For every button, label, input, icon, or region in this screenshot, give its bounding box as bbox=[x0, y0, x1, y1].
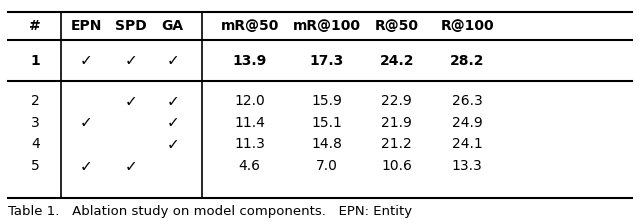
Text: ✓: ✓ bbox=[166, 137, 179, 152]
Text: R@50: R@50 bbox=[375, 19, 419, 33]
Text: 22.9: 22.9 bbox=[381, 94, 412, 108]
Text: ✓: ✓ bbox=[166, 115, 179, 130]
Text: EPN: EPN bbox=[70, 19, 102, 33]
Text: 21.2: 21.2 bbox=[381, 138, 412, 151]
Text: 10.6: 10.6 bbox=[381, 159, 412, 173]
Text: 15.1: 15.1 bbox=[311, 116, 342, 130]
Text: SPD: SPD bbox=[115, 19, 147, 33]
Text: 24.1: 24.1 bbox=[452, 138, 483, 151]
Text: ✓: ✓ bbox=[125, 94, 138, 109]
Text: mR@50: mR@50 bbox=[220, 19, 279, 33]
Text: 21.9: 21.9 bbox=[381, 116, 412, 130]
Text: 15.9: 15.9 bbox=[311, 94, 342, 108]
Text: 3: 3 bbox=[31, 116, 40, 130]
Text: 4.6: 4.6 bbox=[239, 159, 260, 173]
Text: 5: 5 bbox=[31, 159, 40, 173]
Text: 1: 1 bbox=[30, 54, 40, 68]
Text: ✓: ✓ bbox=[80, 54, 93, 68]
Text: 4: 4 bbox=[31, 138, 40, 151]
Text: GA: GA bbox=[162, 19, 184, 33]
Text: 11.3: 11.3 bbox=[234, 138, 265, 151]
Text: ✓: ✓ bbox=[80, 115, 93, 130]
Text: 12.0: 12.0 bbox=[234, 94, 265, 108]
Text: 13.9: 13.9 bbox=[232, 54, 267, 68]
Text: 17.3: 17.3 bbox=[309, 54, 344, 68]
Text: ✓: ✓ bbox=[125, 54, 138, 68]
Text: #: # bbox=[29, 19, 41, 33]
Text: 11.4: 11.4 bbox=[234, 116, 265, 130]
Text: ✓: ✓ bbox=[80, 159, 93, 174]
Text: 13.3: 13.3 bbox=[452, 159, 483, 173]
Text: mR@100: mR@100 bbox=[292, 19, 360, 33]
Text: 28.2: 28.2 bbox=[450, 54, 484, 68]
Text: 7.0: 7.0 bbox=[316, 159, 337, 173]
Text: 24.9: 24.9 bbox=[452, 116, 483, 130]
Text: Table 1.   Ablation study on model components.   EPN: Entity: Table 1. Ablation study on model compone… bbox=[8, 205, 412, 218]
Text: ✓: ✓ bbox=[166, 54, 179, 68]
Text: 14.8: 14.8 bbox=[311, 138, 342, 151]
Text: 26.3: 26.3 bbox=[452, 94, 483, 108]
Text: 24.2: 24.2 bbox=[380, 54, 414, 68]
Text: ✓: ✓ bbox=[125, 159, 138, 174]
Text: R@100: R@100 bbox=[440, 19, 494, 33]
Text: ✓: ✓ bbox=[166, 94, 179, 109]
Text: 2: 2 bbox=[31, 94, 40, 108]
